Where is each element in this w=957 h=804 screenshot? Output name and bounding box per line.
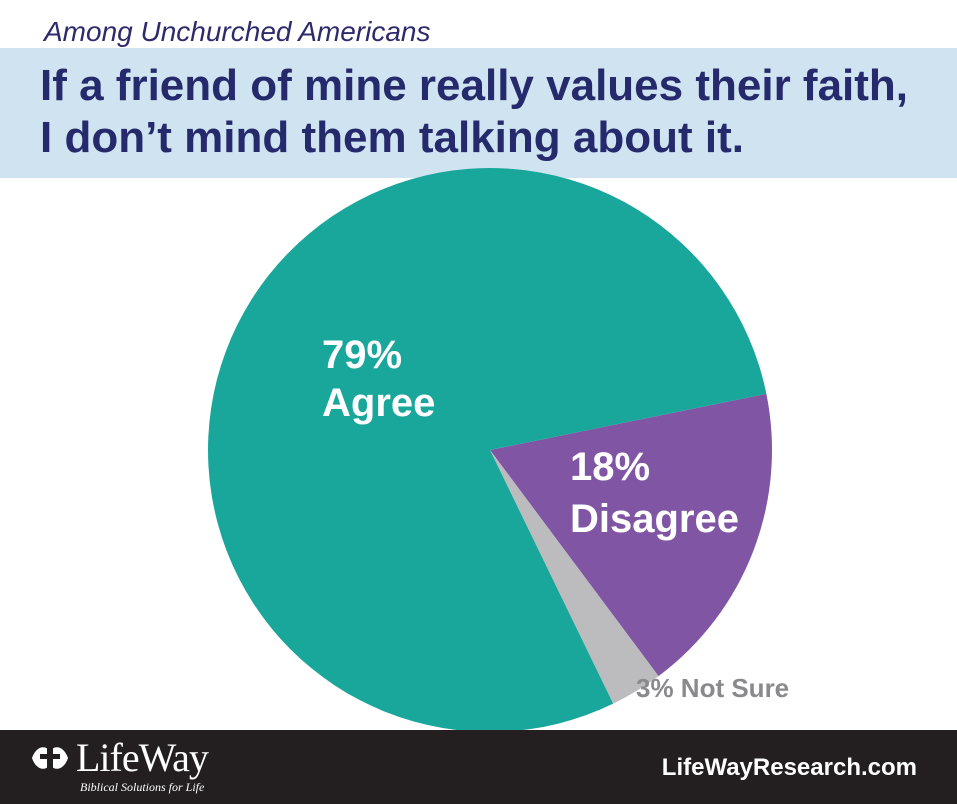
pie-label-agree-percent: 79%: [322, 333, 402, 377]
title-banner: [0, 48, 957, 178]
lifeway-logo[interactable]: LifeWay Biblical Solutions for Life: [30, 735, 209, 795]
pie-label-disagree-name: Disagree: [570, 497, 739, 541]
pie-labels: 79%Agree 18% Disagree 3% Not Sure: [322, 333, 789, 703]
chart-subtitle: Among Unchurched Americans: [44, 16, 431, 47]
pie-slice-not-sure: [490, 450, 659, 704]
pie-slice-disagree: [490, 393, 772, 677]
pie-slice-agree: [207, 168, 767, 732]
lifeway-cross-icon: [32, 746, 68, 772]
pie-slices: [207, 168, 772, 732]
footer-bar: [0, 730, 957, 804]
chart-title-line-2: I don’t mind them talking about it.: [40, 113, 744, 162]
chart-title: If a friend of mine really values their …: [40, 60, 940, 164]
pie-label-disagree-percent: 18%: [570, 445, 650, 489]
website-link[interactable]: LifeWayResearch.com: [661, 754, 917, 781]
pie-label-agree-name: Agree: [322, 381, 435, 425]
pie-label-not-sure: 3% Not Sure: [636, 673, 789, 703]
lifeway-tagline: Biblical Solutions for Life: [80, 780, 205, 794]
chart-title-line-1: If a friend of mine really values their …: [40, 61, 909, 110]
lifeway-brand-name: LifeWay: [76, 735, 209, 780]
